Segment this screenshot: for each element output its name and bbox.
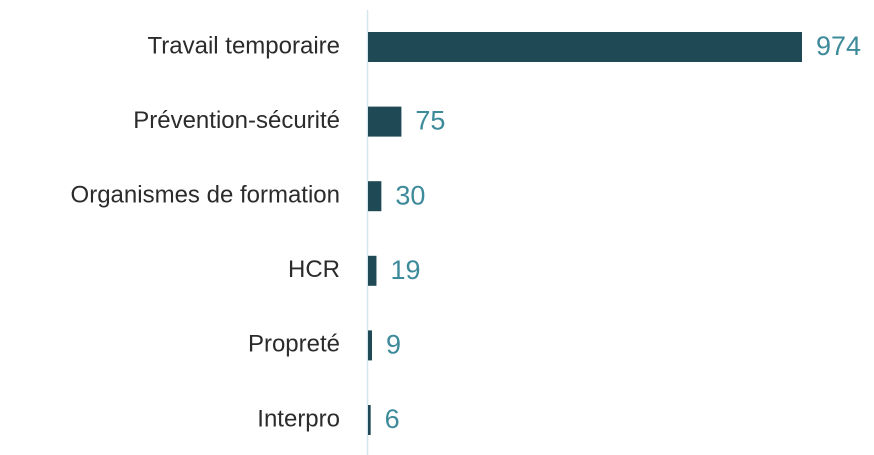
value-label: 974 — [816, 31, 861, 61]
bar — [368, 405, 371, 435]
value-label: 6 — [385, 404, 400, 434]
category-label: Propreté — [248, 331, 340, 358]
bar — [368, 32, 802, 62]
bar — [368, 106, 402, 137]
category-label: Travail temporaire — [147, 32, 340, 59]
bar — [368, 255, 377, 286]
value-label: 19 — [390, 255, 420, 285]
bar — [368, 330, 373, 361]
category-label: Prévention-sécurité — [133, 107, 340, 134]
category-label: HCR — [288, 256, 340, 283]
value-label: 75 — [415, 106, 445, 136]
bar — [368, 181, 382, 212]
category-label: Organismes de formation — [71, 182, 340, 209]
value-label: 30 — [395, 180, 425, 210]
value-label: 9 — [386, 330, 401, 360]
category-label: Interpro — [257, 405, 340, 432]
